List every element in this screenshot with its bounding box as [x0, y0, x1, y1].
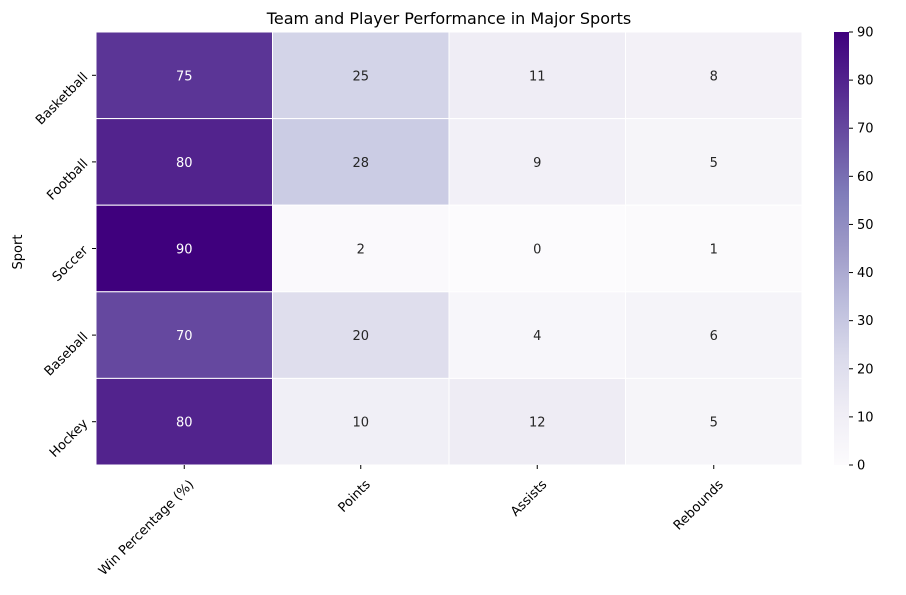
y-axis-label: Sport [11, 235, 26, 270]
cell-value-label: 11 [529, 69, 546, 84]
heatmap-cell [448, 31, 626, 120]
colorbar-tick-label: 70 [857, 122, 874, 137]
y-tick-label: Football [44, 157, 91, 204]
colorbar-tick-label: 40 [857, 266, 874, 281]
colorbar: 0 10 20 30 40 50 60 70 80 90 [834, 26, 874, 474]
cell-value-label: 75 [176, 69, 193, 84]
colorbar-tick-label: 30 [857, 314, 874, 329]
cell-value-label: 80 [176, 156, 193, 171]
x-tick-label: Assists [508, 477, 550, 519]
heatmap-cell [272, 204, 450, 293]
cell-value-label: 4 [533, 329, 541, 344]
heatmap-cell [625, 377, 803, 466]
cell-value-label: 1 [710, 243, 718, 258]
heatmap-cell [625, 31, 803, 120]
cell-annotations: 75 25 11 880 28 9 590 2 0 170 20 4 680 10 12 5 [176, 69, 718, 430]
cell-value-label: 8 [710, 69, 718, 84]
heatmap-cell [272, 31, 450, 120]
cell-value-label: 80 [176, 416, 193, 431]
cell-value-label: 90 [176, 243, 193, 258]
colorbar-tick-label: 90 [857, 26, 874, 41]
colorbar-gradient [834, 32, 849, 465]
y-tick-label: Hockey [47, 416, 92, 461]
y-tick-label: Baseball [42, 330, 92, 380]
heatmap-cell [625, 291, 803, 379]
colorbar-tick-label: 50 [857, 218, 874, 233]
cell-value-label: 20 [352, 329, 369, 344]
heatmap-cell [448, 291, 626, 379]
x-axis-ticks: Win Percentage (%) Points Assists Rebounds [96, 465, 727, 579]
heatmap-cells [95, 31, 803, 466]
chart-title: Team and Player Performance in Major Spo… [266, 9, 631, 28]
cell-value-label: 12 [529, 416, 546, 431]
heatmap-cell [625, 118, 803, 206]
cell-value-label: 70 [176, 329, 193, 344]
cell-value-label: 28 [352, 156, 369, 171]
colorbar-tick-label: 10 [857, 410, 874, 425]
y-tick-label: Soccer [50, 243, 92, 285]
x-tick-label: Win Percentage (%) [96, 477, 197, 578]
cell-value-label: 9 [533, 156, 541, 171]
heatmap-cell [272, 291, 450, 379]
cell-value-label: 6 [710, 329, 718, 344]
heatmap-cell [448, 377, 626, 466]
heatmap-cell [95, 118, 273, 206]
y-tick-label: Basketball [33, 70, 91, 128]
heatmap-cell [625, 204, 803, 293]
cell-value-label: 5 [710, 156, 718, 171]
y-axis-ticks: Basketball Football Soccer Baseball Hockey [33, 70, 96, 461]
colorbar-tick-label: 80 [857, 74, 874, 89]
heatmap-cell [95, 31, 273, 120]
cell-value-label: 2 [357, 243, 365, 258]
heatmap-cell [95, 291, 273, 379]
cell-value-label: 10 [352, 416, 369, 431]
heatmap-cell [95, 377, 273, 466]
colorbar-tick-label: 20 [857, 362, 874, 377]
x-tick-label: Rebounds [671, 477, 727, 533]
heatmap-cell [272, 118, 450, 206]
x-tick-label: Points [336, 477, 374, 515]
heatmap-cell [272, 377, 450, 466]
colorbar-tick-label: 0 [857, 459, 865, 474]
cell-value-label: 0 [533, 243, 541, 258]
colorbar-tick-label: 60 [857, 170, 874, 185]
cell-value-label: 5 [710, 416, 718, 431]
cell-value-label: 25 [352, 69, 369, 84]
